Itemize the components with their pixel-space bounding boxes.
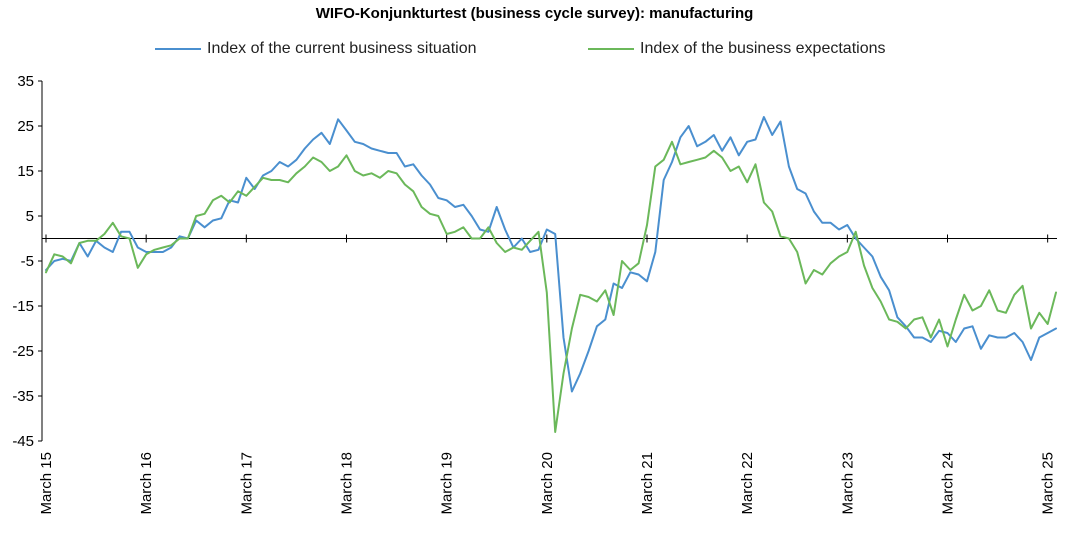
x-tick-label: March 19 (439, 452, 456, 515)
x-tick-label: March 17 (238, 452, 255, 515)
y-tick-label: -5 (21, 253, 34, 270)
y-tick-label: -45 (12, 433, 34, 450)
x-tick-label: March 23 (839, 452, 856, 515)
series-line-current-situation (45, 116, 1057, 393)
y-tick-label: 25 (17, 118, 34, 135)
x-tick-label: March 18 (338, 452, 355, 515)
x-tick-label: March 20 (539, 452, 556, 515)
y-tick-label: -35 (12, 388, 34, 405)
legend-item-current-situation: Index of the current business situation (155, 40, 477, 58)
legend-swatch-business-expectations (588, 48, 634, 50)
y-tick-label: 35 (17, 73, 34, 90)
legend-label-current-situation: Index of the current business situation (207, 40, 477, 57)
x-tick-label: March 24 (939, 452, 956, 515)
legend: Index of the current business situation … (0, 40, 1069, 62)
chart-title: WIFO-Konjunkturtest (business cycle surv… (315, 5, 754, 22)
x-tick-label: March 16 (138, 452, 155, 515)
legend-item-business-expectations: Index of the business expectations (588, 40, 886, 58)
y-tick-label: -15 (12, 298, 34, 315)
x-tick-label: March 22 (739, 452, 756, 515)
y-tick-label: -25 (12, 343, 34, 360)
legend-swatch-current-situation (155, 48, 201, 50)
y-tick-label: 15 (17, 163, 34, 180)
legend-label-business-expectations: Index of the business expectations (640, 40, 886, 57)
x-tick-label: March 21 (639, 452, 656, 515)
x-tick-label: March 15 (38, 452, 55, 515)
y-tick-label: 5 (26, 208, 34, 225)
x-tick-label: March 25 (1040, 452, 1057, 515)
series-line-business-expectations (45, 140, 1057, 433)
